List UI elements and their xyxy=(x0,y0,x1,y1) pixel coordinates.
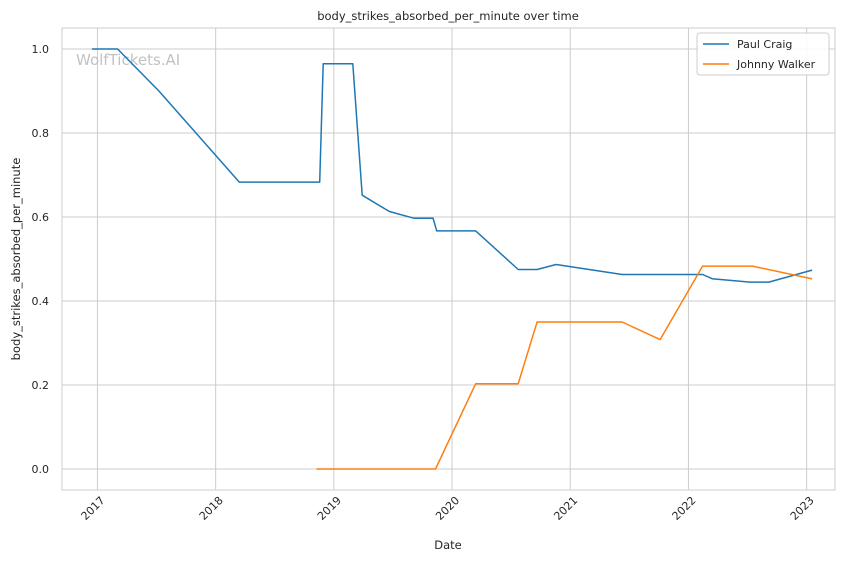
plot-area-frame xyxy=(61,27,836,491)
legend-label: Johnny Walker xyxy=(736,58,816,71)
y-axis-label: body_strikes_absorbed_per_minute xyxy=(9,158,23,361)
series-line-0 xyxy=(91,48,813,283)
y-tick-label: 0.8 xyxy=(32,127,50,140)
series-layer xyxy=(91,48,813,470)
y-tick-label: 0.6 xyxy=(32,211,50,224)
y-axis-ticks: 0.0 0.2 0.4 0.6 0.8 1.0 xyxy=(32,43,50,476)
series-line-1 xyxy=(316,265,813,470)
y-tick-label: 0.4 xyxy=(32,295,50,308)
y-tick-label: 0.0 xyxy=(32,463,50,476)
legend: Paul Craig Johnny Walker xyxy=(696,32,830,76)
y-tick-label: 1.0 xyxy=(32,43,50,56)
legend-box xyxy=(696,32,830,76)
chart-title: body_strikes_absorbed_per_minute over ti… xyxy=(317,9,579,23)
legend-label: Paul Craig xyxy=(737,38,792,51)
y-tick-label: 0.2 xyxy=(32,379,50,392)
x-axis-label: Date xyxy=(434,538,462,552)
